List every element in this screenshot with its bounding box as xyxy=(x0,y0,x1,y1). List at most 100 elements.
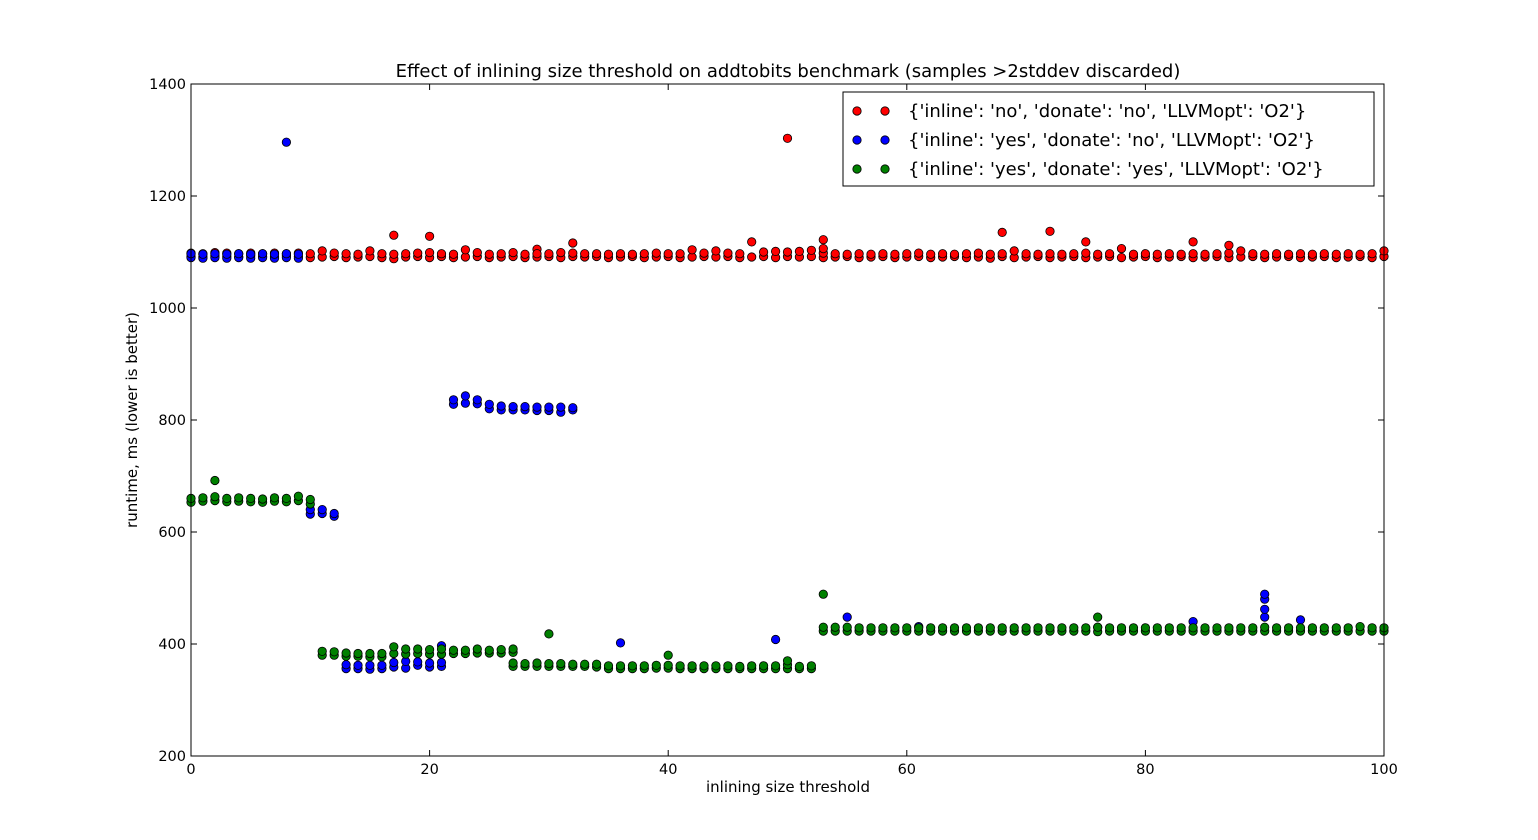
data-point xyxy=(1188,249,1198,259)
data-point xyxy=(1069,623,1079,633)
data-point xyxy=(973,623,984,633)
data-point xyxy=(1033,249,1043,259)
y-axis-label: runtime, ms (lower is better) xyxy=(123,312,141,528)
data-point xyxy=(484,399,494,409)
data-point xyxy=(985,623,995,633)
data-point xyxy=(389,230,399,240)
data-point xyxy=(675,249,685,259)
data-point xyxy=(1021,249,1031,259)
data-point xyxy=(532,658,542,668)
data-point xyxy=(544,629,554,639)
data-point xyxy=(1128,623,1139,633)
data-point xyxy=(735,661,745,672)
data-point xyxy=(854,249,864,259)
data-point xyxy=(1152,249,1162,259)
data-point xyxy=(210,492,220,502)
ticks-layer: 0 20 40 60 80 100 200 400 600 800 1000 1200 1400 xyxy=(149,77,1398,778)
data-point xyxy=(317,504,327,515)
data-point xyxy=(508,401,518,412)
y-tick-label: 800 xyxy=(158,413,186,429)
data-point xyxy=(997,623,1007,633)
data-point xyxy=(341,249,351,259)
data-point xyxy=(389,642,399,652)
data-point xyxy=(1093,612,1103,622)
data-point xyxy=(293,491,303,501)
data-point xyxy=(1260,622,1270,632)
data-point xyxy=(1248,249,1258,259)
data-point xyxy=(1164,623,1174,633)
data-point xyxy=(329,647,339,657)
data-point xyxy=(651,660,661,670)
data-point xyxy=(663,249,673,259)
data-point xyxy=(508,248,518,258)
data-point xyxy=(842,612,852,622)
data-point xyxy=(711,661,721,671)
data-point xyxy=(1021,623,1031,633)
data-point xyxy=(353,249,363,259)
data-point xyxy=(914,248,924,258)
data-point xyxy=(568,248,578,258)
data-point xyxy=(961,623,972,633)
data-point xyxy=(1367,623,1377,633)
data-point xyxy=(496,401,506,411)
data-point xyxy=(878,623,888,633)
x-tick-label: 80 xyxy=(1136,762,1154,778)
data-point xyxy=(818,589,828,599)
data-point xyxy=(496,249,506,259)
legend-marker xyxy=(852,135,862,145)
data-point xyxy=(448,645,459,655)
data-point xyxy=(758,661,769,671)
data-point xyxy=(830,249,840,259)
data-point xyxy=(508,658,518,668)
data-point xyxy=(436,644,447,654)
x-tick-label: 0 xyxy=(186,762,195,778)
data-point xyxy=(269,493,280,503)
data-point xyxy=(949,249,960,259)
data-point xyxy=(413,248,423,258)
x-tick-label: 60 xyxy=(898,762,916,778)
data-point xyxy=(1260,604,1270,614)
data-point xyxy=(448,395,459,405)
data-point xyxy=(615,638,626,648)
data-point xyxy=(1152,623,1162,633)
data-point xyxy=(1224,623,1234,633)
data-point xyxy=(663,660,673,670)
data-point xyxy=(639,249,649,259)
data-point xyxy=(269,249,280,259)
data-point xyxy=(389,249,399,259)
data-point xyxy=(1045,226,1055,236)
data-point xyxy=(615,249,626,259)
data-point xyxy=(436,657,447,668)
y-tick-label: 400 xyxy=(158,637,186,653)
data-point xyxy=(806,245,817,255)
data-point xyxy=(1272,249,1282,259)
data-point xyxy=(1081,623,1091,633)
data-point xyxy=(305,494,315,505)
data-point xyxy=(329,508,339,519)
data-point xyxy=(460,245,470,255)
data-point xyxy=(1224,240,1234,250)
data-point xyxy=(1045,623,1055,633)
data-point xyxy=(866,249,876,259)
data-point xyxy=(949,623,960,633)
data-point xyxy=(365,660,375,670)
data-point xyxy=(257,249,268,259)
plot-frame xyxy=(191,84,1384,756)
data-point xyxy=(1236,246,1246,256)
data-point xyxy=(997,249,1007,259)
series-3 xyxy=(186,475,1389,674)
data-point xyxy=(794,246,805,256)
data-point xyxy=(1009,246,1019,256)
data-point xyxy=(532,402,542,412)
data-point xyxy=(687,661,697,671)
data-point xyxy=(699,248,709,258)
data-point xyxy=(568,659,578,669)
data-point xyxy=(818,622,828,632)
data-point xyxy=(902,249,912,259)
legend-marker xyxy=(880,135,890,145)
data-point xyxy=(544,658,554,669)
data-point xyxy=(556,402,566,412)
data-point xyxy=(890,623,900,633)
data-point xyxy=(1069,249,1079,259)
points-layer xyxy=(186,133,1389,674)
